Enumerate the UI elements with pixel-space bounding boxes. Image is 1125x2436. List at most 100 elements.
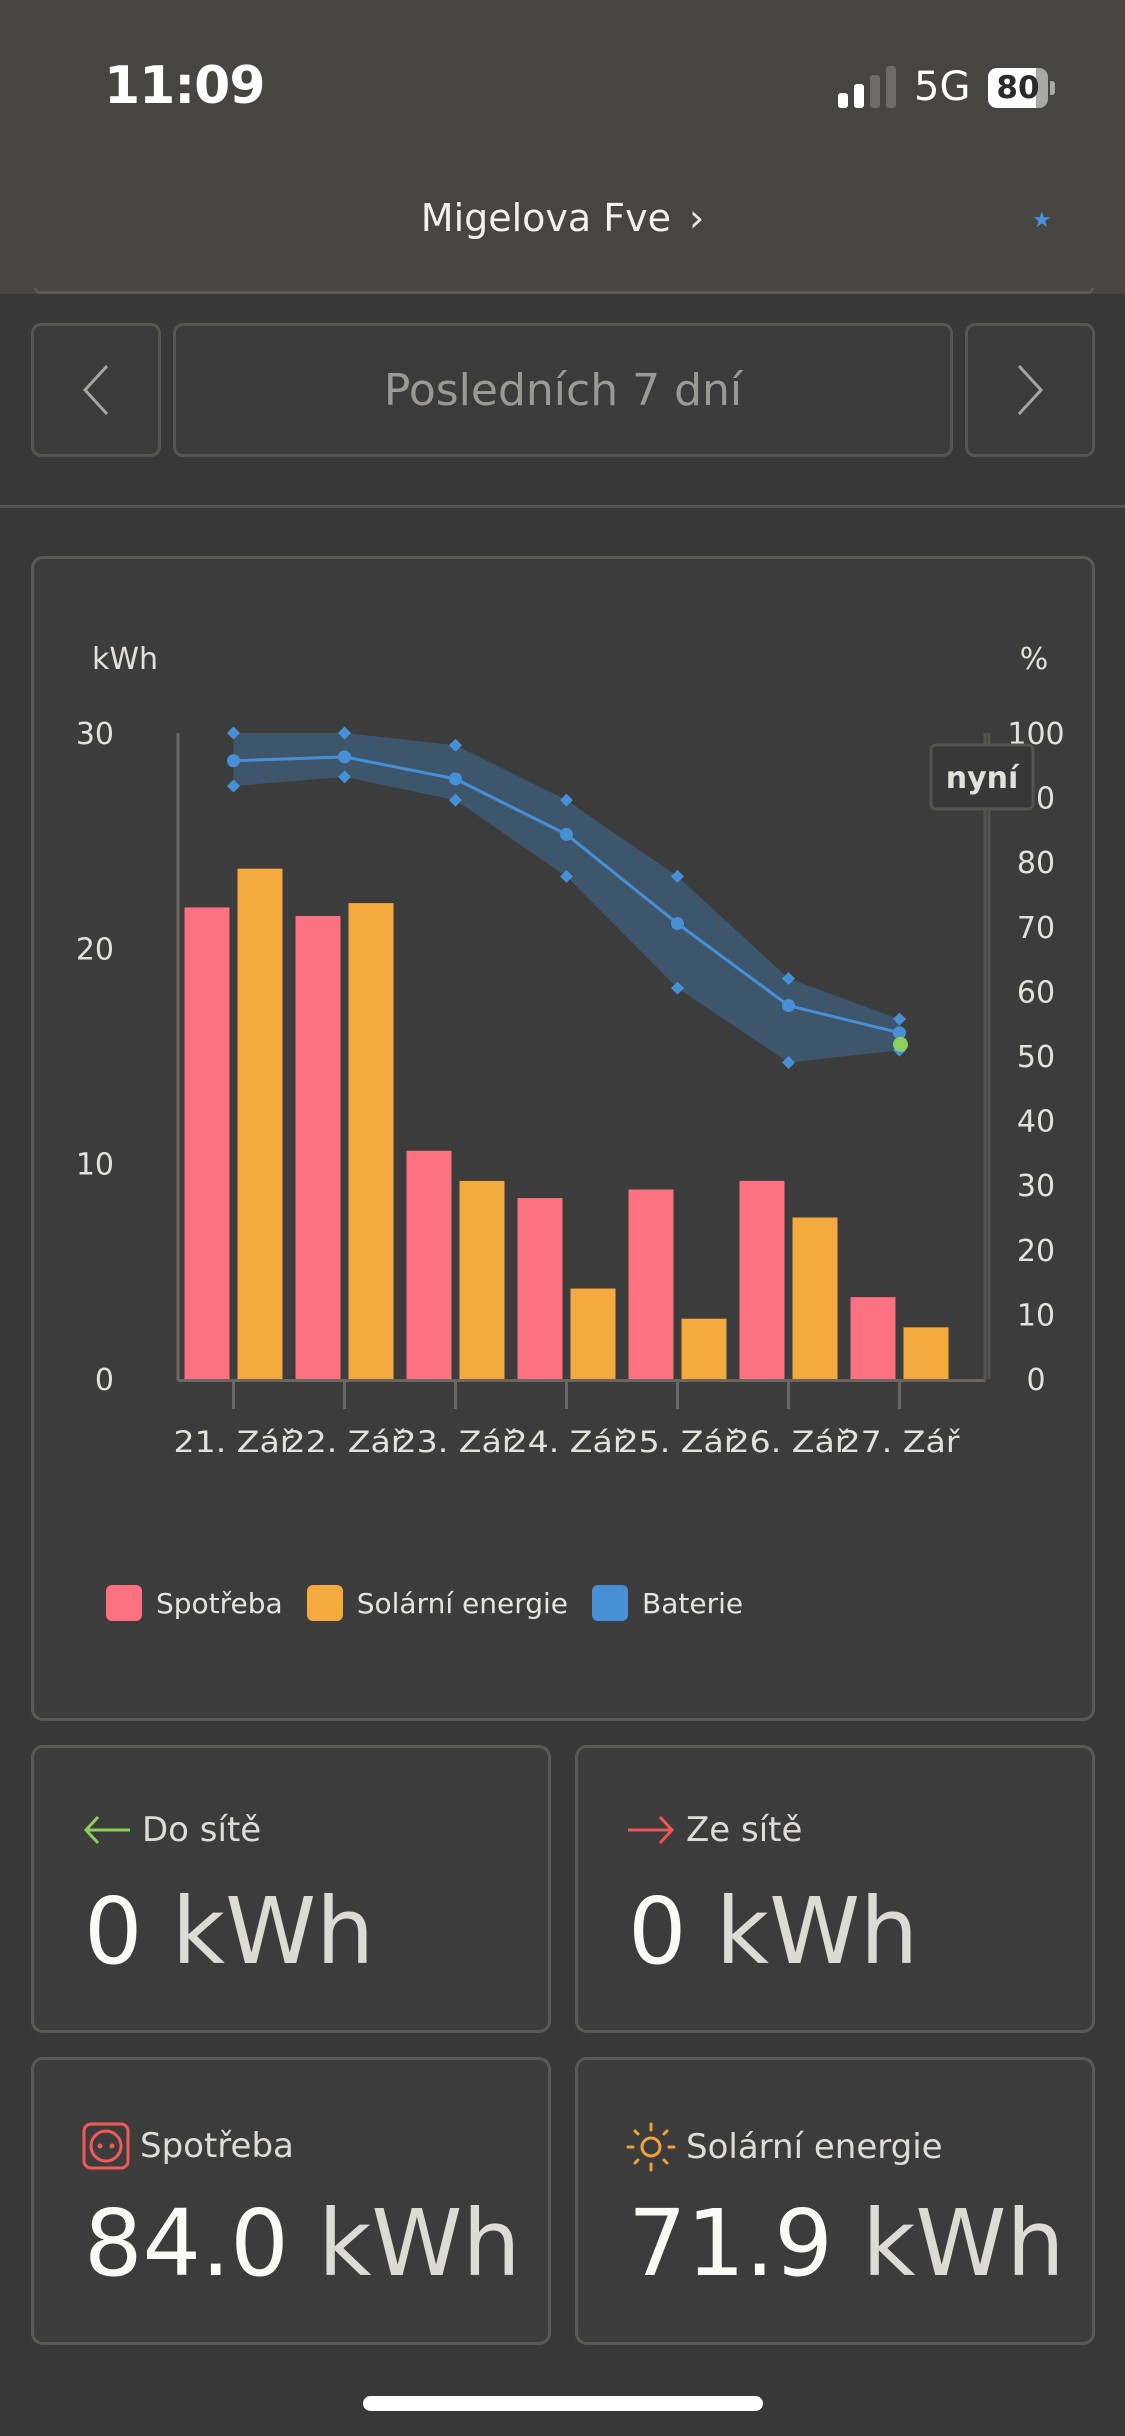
next-period-button[interactable]: [965, 323, 1095, 457]
site-name: Migelova Fve: [420, 196, 672, 240]
stat-number: 0: [628, 1878, 687, 1985]
battery-max-point: [893, 1012, 906, 1026]
bar-consumption: [628, 1189, 674, 1379]
battery-point: [227, 754, 240, 768]
y2-tick-label: 10: [1017, 1298, 1055, 1333]
y2-tick-label: 80: [1017, 846, 1055, 881]
now-badge: [929, 743, 1035, 811]
battery-min-point: [782, 1055, 795, 1069]
home-indicator[interactable]: [363, 2396, 763, 2411]
stat-number: 71.9: [628, 2190, 833, 2297]
battery-max-point: [227, 726, 240, 740]
status-time: 11:09: [104, 56, 266, 116]
chart-legend: Spotřeba Solární energie Baterie: [106, 1585, 767, 1621]
legend-swatch-solar: [306, 1585, 343, 1621]
current-battery-point: [893, 1036, 908, 1052]
y-tick-label: 20: [76, 932, 114, 967]
site-selector[interactable]: Migelova Fve ›: [0, 196, 1125, 240]
y2-tick-label: 20: [1017, 1234, 1055, 1269]
stat-value: 0 kWh: [628, 1878, 918, 1985]
y-tick-label: 30: [76, 717, 114, 752]
stat-label: Do sítě: [142, 1810, 262, 1850]
bar-solar: [237, 868, 283, 1379]
stat-label: Ze sítě: [686, 1810, 803, 1850]
arrow-left-icon: [83, 1815, 130, 1845]
x-tick-label: 27. Zář: [840, 1425, 961, 1459]
y2-tick-label: 70: [1017, 911, 1055, 946]
legend-item-consumption[interactable]: Spotřeba: [106, 1585, 283, 1621]
sun-icon: [626, 2122, 676, 2172]
bar-solar: [348, 903, 394, 1379]
bar-solar: [903, 1327, 949, 1379]
app-header: 11:09 5G 80 Migelova Fve › ★: [0, 0, 1125, 294]
stat-label: Solární energie: [686, 2127, 943, 2167]
battery-max-point: [560, 793, 573, 807]
socket-icon: [82, 2122, 130, 2170]
battery-tip: [1050, 81, 1055, 95]
stat-value: 71.9 kWh: [628, 2190, 1065, 2297]
legend-label: Solární energie: [356, 1586, 569, 1620]
section-divider: [0, 505, 1125, 508]
stat-card-to-grid[interactable]: Do sítě 0 kWh: [31, 1745, 551, 2033]
bar-consumption: [850, 1297, 896, 1379]
battery-max-point: [338, 726, 351, 740]
y-tick-label: 10: [76, 1148, 114, 1183]
cellular-signal-icon: [838, 66, 900, 108]
y2-tick-label: 0: [1026, 1363, 1045, 1398]
now-label: nyní: [946, 761, 1020, 796]
chevron-left-icon: [82, 364, 109, 416]
bar-solar: [459, 1180, 505, 1379]
legend-label: Baterie: [642, 1586, 744, 1620]
stat-number: 84.0: [84, 2190, 289, 2297]
period-selector[interactable]: Posledních 7 dní: [173, 323, 953, 457]
battery-point: [338, 750, 351, 764]
x-tick-label: 26. Zář: [729, 1425, 850, 1459]
x-tick-label: 22. Zář: [285, 1425, 406, 1459]
battery-range-band: [233, 733, 900, 1063]
y2-tick-label: 50: [1017, 1040, 1055, 1075]
period-label: Posledních 7 dní: [383, 364, 743, 416]
stat-value: 84.0 kWh: [84, 2190, 521, 2297]
bar-consumption: [406, 1150, 452, 1379]
legend-item-solar[interactable]: Solární energie: [306, 1585, 569, 1621]
favorite-star-icon[interactable]: ★: [1032, 208, 1052, 233]
battery-min-point: [449, 793, 462, 807]
arrow-right-icon: [628, 1815, 675, 1845]
previous-period-button[interactable]: [31, 323, 161, 457]
chevron-right-icon: ›: [689, 196, 705, 240]
battery-min-point: [338, 770, 351, 784]
battery-min-point: [560, 869, 573, 883]
energy-chart-card: kWh % 0 10 20 30 0 10 20 30 40 50 60 70 80 90 100 21.…: [31, 556, 1095, 1721]
x-tick-label: 25. Zář: [618, 1425, 739, 1459]
battery-point: [893, 1026, 906, 1040]
bar-consumption: [517, 1198, 563, 1379]
y2-tick-label: 30: [1017, 1169, 1055, 1204]
x-tick-label: 23. Zář: [396, 1425, 517, 1459]
network-type: 5G: [914, 64, 971, 110]
bar-solar: [681, 1318, 727, 1379]
stat-label: Spotřeba: [140, 2126, 294, 2166]
bar-solar: [570, 1288, 616, 1379]
legend-swatch-battery: [592, 1585, 629, 1621]
stat-unit: kWh: [715, 1878, 919, 1985]
stat-unit: kWh: [318, 2190, 521, 2297]
stat-value: 0 kWh: [84, 1878, 374, 1985]
battery-icon: 80: [988, 68, 1048, 108]
battery-max-point: [782, 971, 795, 985]
stat-card-from-grid[interactable]: Ze sítě 0 kWh: [575, 1745, 1095, 2033]
chevron-right-icon: [1017, 364, 1044, 416]
legend-swatch-consumption: [106, 1585, 142, 1621]
x-tick-label: 24. Zář: [507, 1425, 628, 1459]
y2-tick-label: 40: [1017, 1105, 1055, 1140]
bar-consumption: [295, 916, 341, 1379]
legend-label: Spotřeba: [156, 1586, 283, 1620]
header-card-edge: [34, 288, 1094, 294]
stat-card-solar[interactable]: Solární energie 71.9 kWh: [575, 2057, 1095, 2345]
battery-point: [560, 827, 573, 841]
x-tick-label: 21. Zář: [174, 1425, 295, 1459]
y-tick-label: 0: [95, 1363, 114, 1398]
stat-number: 0: [84, 1878, 143, 1985]
battery-point: [782, 999, 795, 1013]
stat-card-consumption[interactable]: Spotřeba 84.0 kWh: [31, 2057, 551, 2345]
legend-item-battery[interactable]: Baterie: [592, 1585, 743, 1621]
